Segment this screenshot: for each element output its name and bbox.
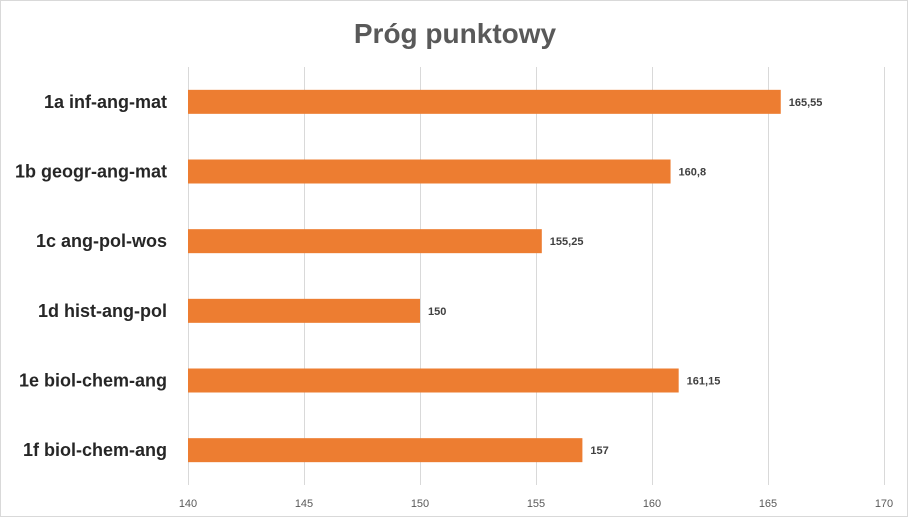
category-labels: 1a inf-ang-mat 1b geogr-ang-mat 1c ang-pol…	[15, 92, 167, 460]
bar	[188, 89, 781, 114]
bars	[188, 89, 781, 463]
category-label: 1f biol-chem-ang	[23, 440, 167, 460]
category-label: 1b geogr-ang-mat	[15, 162, 167, 182]
gridlines	[188, 67, 885, 485]
data-label: 161,15	[687, 376, 721, 388]
data-label: 160,8	[679, 167, 707, 179]
x-tick-label: 170	[875, 498, 893, 510]
data-label: 150	[428, 306, 446, 318]
x-tick-label: 165	[759, 498, 777, 510]
x-tick-label: 150	[411, 498, 429, 510]
data-label: 165,55	[789, 97, 823, 109]
x-tick-label: 145	[295, 498, 313, 510]
bar	[188, 229, 542, 254]
category-label: 1a inf-ang-mat	[44, 92, 167, 112]
bar	[188, 368, 679, 393]
bar	[188, 159, 671, 184]
x-tick-label: 140	[179, 498, 197, 510]
data-label: 157	[590, 445, 608, 457]
category-label: 1e biol-chem-ang	[19, 371, 167, 391]
data-labels: 165,55 160,8 155,25 150 161,15 157	[428, 97, 822, 457]
chart-title: Próg punktowy	[354, 18, 557, 49]
category-label: 1d hist-ang-pol	[38, 301, 167, 321]
bar	[188, 298, 420, 323]
bar	[188, 438, 583, 463]
x-tick-label: 160	[643, 498, 661, 510]
category-label: 1c ang-pol-wos	[36, 231, 167, 251]
x-tick-label: 155	[527, 498, 545, 510]
data-label: 155,25	[550, 236, 584, 248]
x-axis-ticks: 140 145 150 155 160 165 170	[179, 498, 893, 510]
